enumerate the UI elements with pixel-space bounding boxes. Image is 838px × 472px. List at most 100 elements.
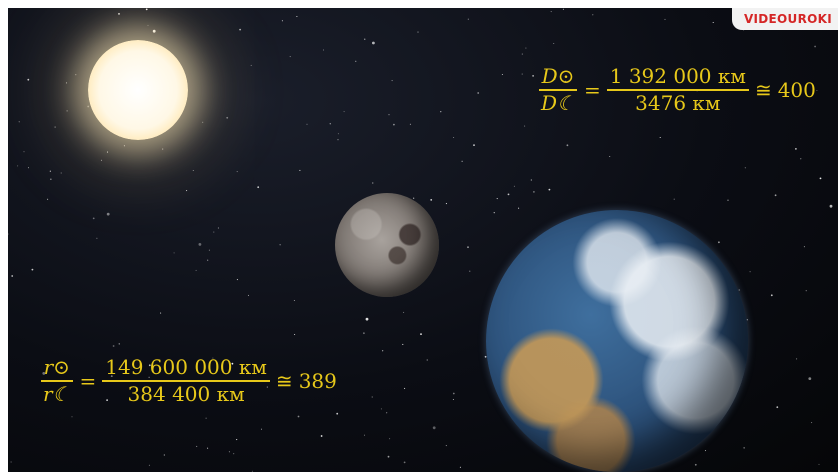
star: [432, 426, 436, 430]
star: [372, 41, 375, 45]
star: [553, 42, 555, 45]
star: [727, 199, 729, 201]
star: [818, 463, 820, 465]
star: [217, 227, 219, 229]
star: [393, 123, 395, 126]
star: [473, 144, 475, 147]
equals-sign: =: [79, 369, 97, 393]
star: [279, 244, 281, 246]
distance-value-fraction: 149 600 000 км 384 400 км: [102, 356, 270, 406]
star: [92, 217, 95, 220]
star: [213, 231, 215, 233]
sun-diameter-symbol: D⊙: [538, 65, 578, 91]
star: [426, 359, 428, 361]
star: [712, 21, 714, 24]
star: [524, 125, 526, 127]
star: [87, 105, 90, 108]
star: [17, 165, 19, 167]
moon-diameter-symbol: D☾: [541, 91, 575, 115]
sun-image: [88, 40, 188, 140]
star: [236, 279, 238, 281]
star: [66, 110, 68, 112]
star: [774, 194, 777, 197]
star: [322, 49, 325, 51]
star: [106, 399, 108, 401]
star: [75, 74, 77, 76]
diameter-ratio-result: 400: [777, 78, 816, 102]
sun-diameter-value: 1 392 000 км: [606, 65, 749, 91]
star: [403, 461, 406, 464]
star: [554, 78, 556, 81]
star: [236, 171, 238, 173]
star: [389, 438, 391, 440]
star: [186, 190, 188, 192]
star: [518, 207, 520, 209]
star: [198, 243, 202, 246]
star: [296, 15, 298, 18]
star: [380, 408, 382, 410]
star: [228, 451, 230, 453]
moon-distance-symbol: r☾: [43, 382, 71, 406]
star: [673, 198, 675, 200]
distance-ratio-result: 389: [298, 369, 337, 393]
star: [507, 193, 510, 196]
star: [746, 319, 748, 321]
diameter-ratio-formula: D⊙ D☾ = 1 392 000 км 3476 км ≅ 400: [538, 65, 816, 115]
star: [31, 268, 34, 271]
star: [548, 188, 551, 191]
star: [440, 111, 442, 113]
star: [54, 126, 56, 128]
star: [148, 464, 150, 466]
star: [47, 198, 49, 200]
star: [196, 445, 198, 447]
star: [532, 75, 534, 77]
star: [776, 406, 779, 409]
earth-image: [486, 210, 748, 472]
star: [337, 139, 339, 141]
star: [530, 179, 532, 181]
star: [413, 197, 415, 199]
star: [496, 198, 498, 200]
star: [236, 439, 238, 441]
space-background: VIDEOUROKI D⊙ D☾ = 1 392 000 км 3476 км …: [8, 8, 838, 472]
star: [814, 45, 816, 48]
star: [294, 333, 296, 336]
star: [202, 121, 204, 123]
star: [829, 204, 833, 208]
star: [819, 177, 822, 180]
star: [453, 136, 455, 139]
star: [212, 357, 214, 359]
star: [195, 269, 197, 271]
star: [452, 392, 455, 395]
star: [513, 185, 515, 187]
star: [816, 89, 818, 92]
star: [152, 29, 156, 33]
star: [365, 317, 369, 321]
star: [281, 20, 283, 22]
approx-sign: ≅: [275, 369, 293, 393]
star: [49, 170, 51, 172]
star: [163, 454, 165, 456]
star: [363, 332, 365, 335]
star: [364, 38, 366, 40]
star: [257, 186, 260, 189]
distance-symbol-fraction: r⊙ r☾: [40, 356, 74, 406]
star: [461, 160, 463, 162]
star: [430, 199, 433, 201]
star: [192, 169, 194, 172]
star: [493, 212, 495, 214]
star: [329, 123, 331, 125]
star: [565, 80, 567, 82]
star: [525, 47, 527, 49]
star: [521, 73, 523, 75]
star: [18, 121, 20, 123]
star: [148, 376, 150, 378]
brand-logo: VIDEOUROKI: [731, 8, 838, 30]
star: [811, 422, 813, 424]
star: [738, 289, 740, 291]
star: [247, 294, 250, 296]
star: [260, 428, 263, 430]
star: [796, 358, 798, 360]
equals-sign: =: [583, 78, 601, 102]
distance-ratio-formula: r⊙ r☾ = 149 600 000 км 384 400 км ≅ 389: [40, 356, 337, 406]
